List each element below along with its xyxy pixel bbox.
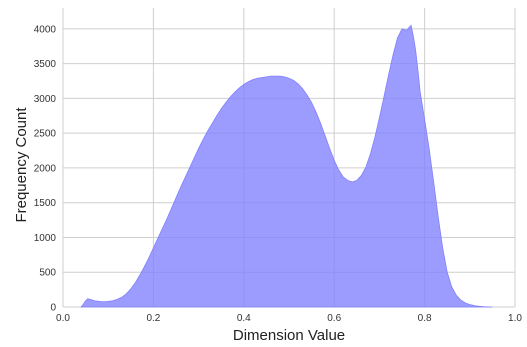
x-tick-label: 1.0 [508,313,522,324]
x-tick-label: 0.0 [56,313,70,324]
y-tick-label: 2000 [34,163,57,174]
y-tick-label: 0 [50,303,56,314]
x-tick-label: 0.4 [237,313,251,324]
x-tick-label: 0.8 [418,313,432,324]
y-tick-label: 3000 [34,94,57,105]
x-tick-label: 0.2 [146,313,160,324]
x-axis-label: Dimension Value [233,327,345,344]
y-tick-label: 2500 [34,129,57,140]
y-tick-label: 4000 [34,24,57,35]
x-axis-ticks: 0.0 0.2 0.4 0.6 0.8 1.0 [56,313,522,324]
y-axis-ticks: 0 500 1000 1500 2000 2500 3000 3500 4000 [34,24,57,313]
distribution-area [80,24,493,308]
y-tick-label: 1000 [34,233,57,244]
plot-area [80,24,493,308]
y-tick-label: 500 [39,268,56,279]
y-tick-label: 1500 [34,198,57,209]
x-tick-label: 0.6 [327,313,341,324]
y-tick-label: 3500 [34,59,57,70]
y-axis-label: Frequency Count [13,107,30,223]
